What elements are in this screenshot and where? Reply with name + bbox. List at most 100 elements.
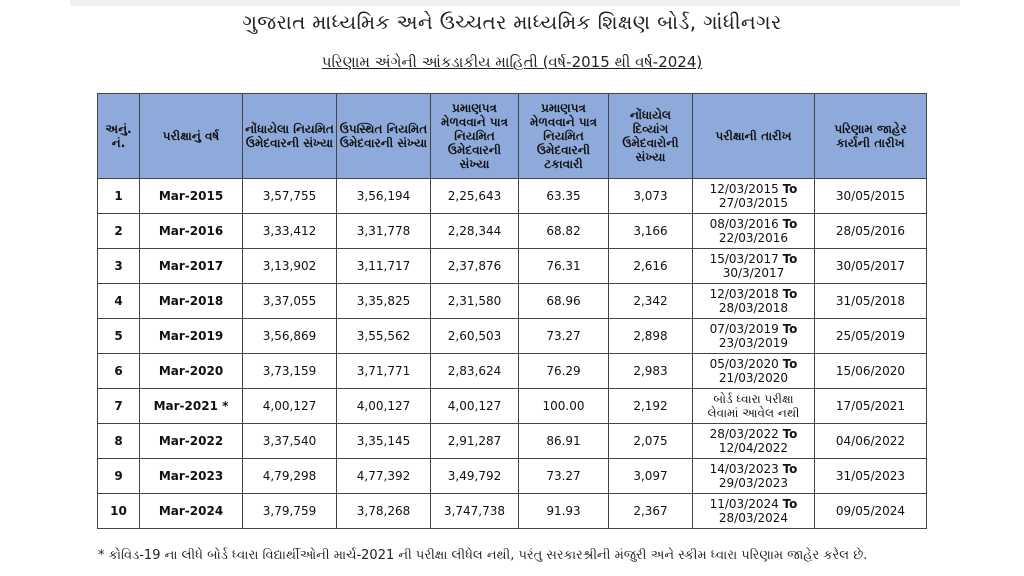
exam-date-from: 11/03/2024 bbox=[709, 497, 779, 511]
top-bar bbox=[70, 0, 960, 6]
exam-date-line-1: બોર્ડ ધ્વારા પરીક્ષા bbox=[695, 392, 812, 406]
cell-result-date: 31/05/2023 bbox=[814, 458, 927, 494]
cell-result-date: 31/05/2018 bbox=[814, 283, 927, 319]
cell-sr: 5 bbox=[97, 318, 140, 354]
exam-date-line-1: 14/03/2023 To bbox=[695, 462, 812, 476]
exam-date-to-word: To bbox=[782, 427, 798, 441]
table-row: 9 Mar-2023 4,79,298 4,77,392 3,49,792 73.27 3,… bbox=[97, 458, 927, 494]
exam-date-from: 08/03/2016 bbox=[709, 217, 779, 231]
cell-result-date: 09/05/2024 bbox=[814, 493, 927, 529]
exam-date-line-1: 15/03/2017 To bbox=[695, 252, 812, 266]
cell-sr: 7 bbox=[97, 388, 140, 424]
cell-exam-date: 15/03/2017 To 30/3/2017 bbox=[692, 248, 815, 284]
cell-eligible: 2,60,503 bbox=[430, 318, 519, 354]
cell-eligible: 2,37,876 bbox=[430, 248, 519, 284]
cell-present: 3,35,825 bbox=[336, 283, 431, 319]
cell-result-date: 04/06/2022 bbox=[814, 423, 927, 459]
cell-sr: 4 bbox=[97, 283, 140, 319]
cell-eligible: 3,49,792 bbox=[430, 458, 519, 494]
cell-registered: 4,79,298 bbox=[242, 458, 337, 494]
exam-date-line-1: 07/03/2019 To bbox=[695, 322, 812, 336]
cell-eligible: 2,25,643 bbox=[430, 178, 519, 214]
cell-result-date: 30/05/2017 bbox=[814, 248, 927, 284]
table-row: 8 Mar-2022 3,37,540 3,35,145 2,91,287 86.91 2,… bbox=[97, 423, 927, 459]
cell-year: Mar-2023 bbox=[139, 458, 243, 494]
cell-sr: 10 bbox=[97, 493, 140, 529]
cell-year: Mar-2016 bbox=[139, 213, 243, 249]
cell-percent: 86.91 bbox=[518, 423, 609, 459]
cell-divyang: 2,898 bbox=[608, 318, 693, 354]
cell-result-date: 28/05/2016 bbox=[814, 213, 927, 249]
exam-date-from: 07/03/2019 bbox=[709, 322, 779, 336]
exam-date-from: 12/03/2015 bbox=[709, 182, 779, 196]
cell-percent: 76.31 bbox=[518, 248, 609, 284]
cell-percent: 100.00 bbox=[518, 388, 609, 424]
cell-registered: 3,79,759 bbox=[242, 493, 337, 529]
col-header-sr: અનું. નં. bbox=[97, 93, 140, 179]
cell-sr: 1 bbox=[97, 178, 140, 214]
cell-year: Mar-2020 bbox=[139, 353, 243, 389]
cell-sr: 2 bbox=[97, 213, 140, 249]
cell-exam-date: 05/03/2020 To 21/03/2020 bbox=[692, 353, 815, 389]
cell-eligible: 3,747,738 bbox=[430, 493, 519, 529]
exam-date-until: લેવામાં આવેલ નથી bbox=[707, 406, 800, 420]
cell-percent: 63.35 bbox=[518, 178, 609, 214]
cell-year: Mar-2019 bbox=[139, 318, 243, 354]
exam-date-to-word: To bbox=[782, 217, 798, 231]
table-body: 1 Mar-2015 3,57,755 3,56,194 2,25,643 63.35 3,… bbox=[97, 178, 927, 529]
cell-exam-date: 07/03/2019 To 23/03/2019 bbox=[692, 318, 815, 354]
cell-present: 3,11,717 bbox=[336, 248, 431, 284]
cell-eligible: 2,31,580 bbox=[430, 283, 519, 319]
cell-divyang: 3,166 bbox=[608, 213, 693, 249]
cell-present: 3,71,771 bbox=[336, 353, 431, 389]
exam-date-from: 28/03/2022 bbox=[709, 427, 779, 441]
cell-divyang: 2,342 bbox=[608, 283, 693, 319]
col-header-eligible: પ્રમાણપત્ર મેળવવાને પાત્ર નિયમિત ઉમેદવાર… bbox=[430, 93, 519, 179]
table-row: 2 Mar-2016 3,33,412 3,31,778 2,28,344 68.82 3,… bbox=[97, 213, 927, 249]
table-row: 6 Mar-2020 3,73,159 3,71,771 2,83,624 76.29 2,… bbox=[97, 353, 927, 389]
cell-eligible: 2,83,624 bbox=[430, 353, 519, 389]
cell-result-date: 15/06/2020 bbox=[814, 353, 927, 389]
exam-date-until: 30/3/2017 bbox=[722, 266, 785, 280]
cell-percent: 76.29 bbox=[518, 353, 609, 389]
exam-date-until: 23/03/2019 bbox=[718, 336, 789, 350]
exam-date-line-1: 05/03/2020 To bbox=[695, 357, 812, 371]
cell-exam-date: બોર્ડ ધ્વારા પરીક્ષા લેવામાં આવેલ નથી bbox=[692, 388, 815, 424]
table-row: 10 Mar-2024 3,79,759 3,78,268 3,747,738 91.93… bbox=[97, 493, 927, 529]
cell-percent: 68.82 bbox=[518, 213, 609, 249]
cell-registered: 3,37,540 bbox=[242, 423, 337, 459]
exam-date-to-word: To bbox=[782, 322, 798, 336]
col-header-result-date: પરિણામ જાહેર કાર્યની તારીખ bbox=[814, 93, 927, 179]
cell-result-date: 17/05/2021 bbox=[814, 388, 927, 424]
cell-registered: 3,57,755 bbox=[242, 178, 337, 214]
exam-date-until: 27/03/2015 bbox=[718, 196, 789, 210]
cell-result-date: 30/05/2015 bbox=[814, 178, 927, 214]
cell-divyang: 2,075 bbox=[608, 423, 693, 459]
cell-eligible: 4,00,127 bbox=[430, 388, 519, 424]
table-row: 7 Mar-2021 * 4,00,127 4,00,127 4,00,127 100.0… bbox=[97, 388, 927, 424]
exam-date-to-word: To bbox=[782, 357, 798, 371]
cell-percent: 73.27 bbox=[518, 318, 609, 354]
exam-date-line-1: 11/03/2024 To bbox=[695, 497, 812, 511]
col-header-registered: નોંધાયેલા નિયમિત ઉમેદવારની સંખ્યા bbox=[242, 93, 337, 179]
cell-percent: 73.27 bbox=[518, 458, 609, 494]
table-row: 4 Mar-2018 3,37,055 3,35,825 2,31,580 68.96 2,… bbox=[97, 283, 927, 319]
cell-year: Mar-2022 bbox=[139, 423, 243, 459]
cell-percent: 91.93 bbox=[518, 493, 609, 529]
col-header-divyang: નોંધાયેલ દિવ્યાંગ ઉમેદવારોની સંખ્યા bbox=[608, 93, 693, 179]
cell-present: 3,31,778 bbox=[336, 213, 431, 249]
exam-date-until: 29/03/2023 bbox=[718, 476, 789, 490]
cell-registered: 3,33,412 bbox=[242, 213, 337, 249]
exam-date-from: બોર્ડ ધ્વારા પરીક્ષા bbox=[713, 392, 794, 406]
col-header-percent: પ્રમાણપત્ર મેળવવાને પાત્ર નિયમિત ઉમેદવાર… bbox=[518, 93, 609, 179]
cell-year: Mar-2024 bbox=[139, 493, 243, 529]
cell-divyang: 3,097 bbox=[608, 458, 693, 494]
cell-year: Mar-2017 bbox=[139, 248, 243, 284]
cell-exam-date: 12/03/2015 To 27/03/2015 bbox=[692, 178, 815, 214]
table-row: 3 Mar-2017 3,13,902 3,11,717 2,37,876 76.31 2,… bbox=[97, 248, 927, 284]
page-subtitle: પરિણામ અંગેની આંકડાકીય માહિતી (વર્ષ-2015… bbox=[321, 53, 703, 71]
cell-divyang: 2,192 bbox=[608, 388, 693, 424]
results-table: અનું. નં. પરીક્ષાનું વર્ષ નોંધાયેલા નિયમ… bbox=[97, 93, 927, 529]
exam-date-line-1: 28/03/2022 To bbox=[695, 427, 812, 441]
exam-date-to-word: To bbox=[782, 182, 798, 196]
